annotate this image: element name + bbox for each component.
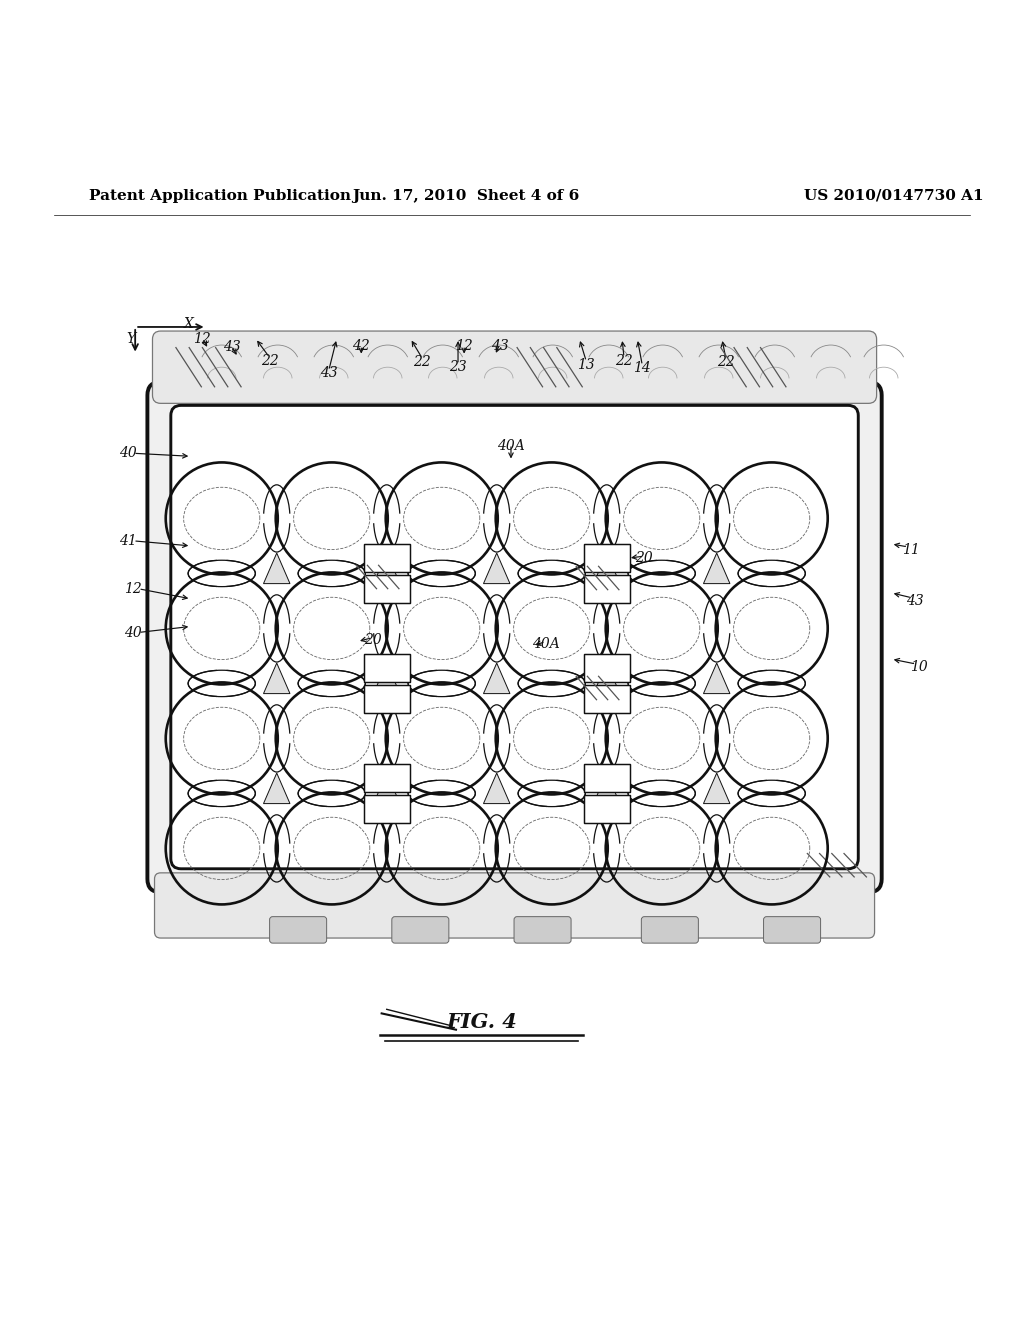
Polygon shape: [703, 663, 730, 693]
Text: 20: 20: [364, 632, 381, 647]
Text: 12: 12: [194, 333, 211, 346]
Bar: [584, 544, 630, 572]
Polygon shape: [703, 553, 730, 583]
Text: 12: 12: [456, 339, 473, 354]
Polygon shape: [374, 774, 400, 804]
Text: Jun. 17, 2010  Sheet 4 of 6: Jun. 17, 2010 Sheet 4 of 6: [352, 189, 580, 202]
Text: Y: Y: [127, 333, 135, 346]
Text: 43: 43: [906, 594, 925, 609]
Polygon shape: [594, 663, 620, 693]
Text: 40: 40: [119, 446, 137, 461]
FancyBboxPatch shape: [514, 916, 571, 942]
Text: 41: 41: [119, 533, 137, 548]
FancyBboxPatch shape: [155, 873, 874, 939]
Polygon shape: [263, 663, 290, 693]
Bar: [584, 795, 630, 824]
Text: 13: 13: [578, 358, 595, 372]
FancyBboxPatch shape: [392, 916, 449, 942]
Polygon shape: [703, 774, 730, 804]
Text: 20: 20: [636, 552, 653, 565]
Text: 43: 43: [490, 339, 509, 354]
Polygon shape: [594, 774, 620, 804]
Bar: [584, 544, 630, 572]
FancyBboxPatch shape: [153, 331, 877, 404]
Bar: [584, 574, 630, 603]
Text: 40A: 40A: [531, 636, 559, 651]
Text: 40A: 40A: [497, 440, 525, 453]
Polygon shape: [263, 774, 290, 804]
FancyBboxPatch shape: [641, 916, 698, 942]
Text: 22: 22: [615, 354, 633, 367]
Text: 10: 10: [910, 660, 928, 675]
Polygon shape: [594, 553, 620, 583]
Text: 40: 40: [124, 626, 142, 639]
FancyBboxPatch shape: [269, 916, 327, 942]
Text: US 2010/0147730 A1: US 2010/0147730 A1: [804, 189, 984, 202]
Bar: [364, 544, 410, 572]
Text: 22: 22: [261, 354, 279, 367]
Bar: [584, 653, 630, 682]
Bar: [584, 574, 630, 603]
Bar: [364, 685, 410, 713]
Text: 22: 22: [717, 355, 735, 368]
Text: 43: 43: [319, 366, 338, 380]
Bar: [364, 795, 410, 824]
Polygon shape: [483, 663, 510, 693]
Bar: [364, 764, 410, 792]
Text: X: X: [184, 317, 195, 331]
Text: 22: 22: [414, 355, 431, 368]
Text: 43: 43: [223, 341, 241, 354]
Bar: [364, 764, 410, 792]
FancyBboxPatch shape: [764, 916, 820, 942]
FancyBboxPatch shape: [147, 381, 882, 892]
Polygon shape: [374, 553, 400, 583]
Text: 23: 23: [450, 359, 467, 374]
Bar: [584, 653, 630, 682]
Polygon shape: [263, 553, 290, 583]
Bar: [364, 653, 410, 682]
Bar: [584, 795, 630, 824]
Bar: [584, 685, 630, 713]
Bar: [364, 574, 410, 603]
Bar: [584, 685, 630, 713]
Bar: [364, 685, 410, 713]
Bar: [364, 653, 410, 682]
Text: FIG. 4: FIG. 4: [446, 1011, 517, 1031]
Bar: [584, 764, 630, 792]
Text: 11: 11: [902, 543, 921, 557]
Text: 12: 12: [124, 582, 142, 595]
Text: 42: 42: [352, 339, 370, 354]
Bar: [584, 764, 630, 792]
Text: 14: 14: [634, 360, 651, 375]
Bar: [364, 574, 410, 603]
Polygon shape: [374, 663, 400, 693]
Polygon shape: [483, 774, 510, 804]
Polygon shape: [483, 553, 510, 583]
FancyBboxPatch shape: [171, 405, 858, 869]
Bar: [364, 544, 410, 572]
Text: Patent Application Publication: Patent Application Publication: [89, 189, 351, 202]
Bar: [364, 795, 410, 824]
